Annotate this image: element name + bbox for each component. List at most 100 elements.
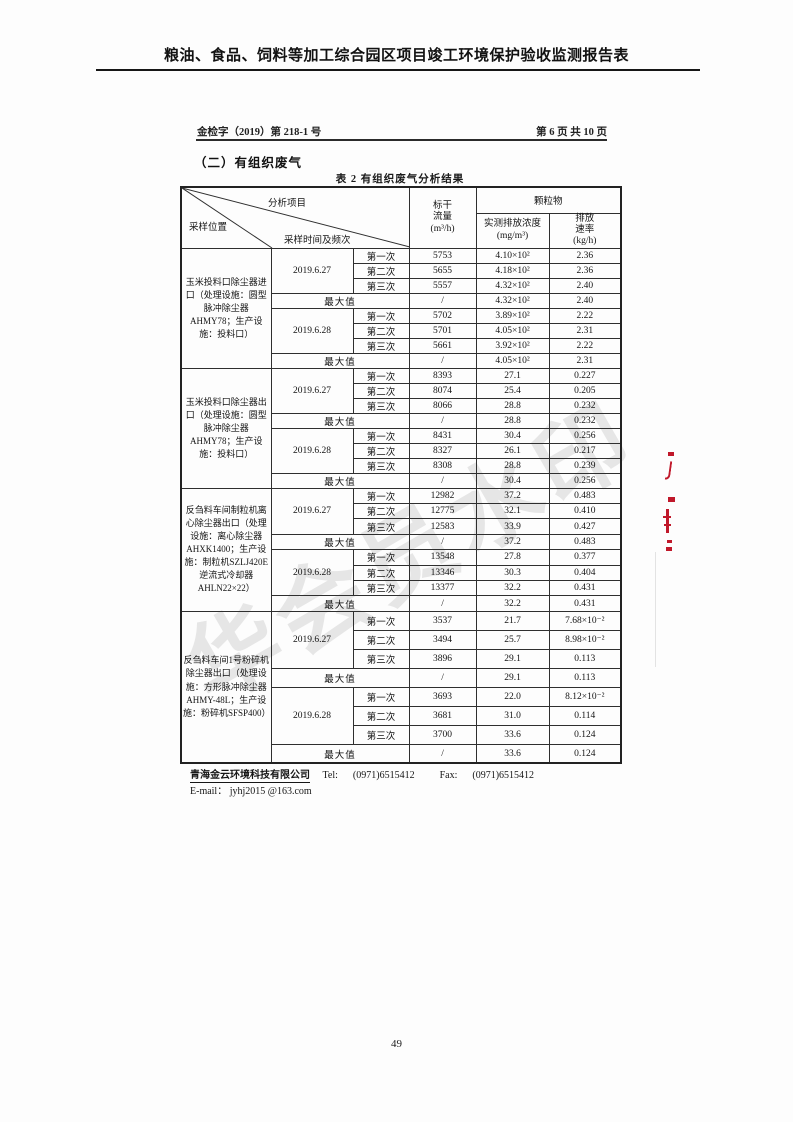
run-seq-cell: 第三次 bbox=[352, 648, 410, 669]
header-row-2: 实测排放浓度 (mg/m³) 排放 速率 (kg/h) bbox=[181, 212, 622, 249]
flow-value-cell: 3896 bbox=[408, 648, 477, 669]
sampling-date-cell: 2019.6.28 bbox=[270, 427, 354, 474]
rate-value-cell: 0.217 bbox=[548, 442, 622, 459]
run-seq-cell: 第二次 bbox=[352, 629, 410, 650]
rate-value-cell: 2.31 bbox=[548, 322, 622, 339]
run-seq-cell: 第一次 bbox=[352, 367, 410, 384]
rate-value-cell: 2.31 bbox=[548, 352, 622, 369]
email-label: E-mail： bbox=[190, 786, 228, 797]
results-table: 分析项目 采样位置 采样时间及频次 标干 流量 (m³/h) 颗粒物 实测排放浓… bbox=[180, 186, 623, 765]
max-row: 最大值/32.2 0.431 bbox=[181, 595, 622, 612]
max-row: 最大值/28.8 0.232 bbox=[181, 412, 622, 429]
run-seq-cell: 第三次 bbox=[352, 724, 410, 745]
rate-value-cell: 0.113 bbox=[548, 667, 622, 688]
concentration-value-cell: 29.1 bbox=[475, 667, 550, 688]
sampling-date-cell: 2019.6.28 bbox=[270, 307, 354, 354]
rate-column-header: 排放 速率 (kg/h) bbox=[548, 212, 622, 249]
flow-value-cell: 5661 bbox=[408, 337, 477, 354]
concentration-column-header: 实测排放浓度 (mg/m³) bbox=[475, 212, 550, 249]
lab-email-line: E-mail： jyhj2015 @163.com bbox=[190, 782, 312, 797]
flow-column-header: 标干 流量 (m³/h) bbox=[408, 186, 477, 249]
fax-value: (0971)6515412 bbox=[472, 770, 535, 781]
rate-value-cell: 0.483 bbox=[548, 487, 622, 505]
scan-artifact-line bbox=[655, 552, 656, 667]
red-seal-fragment bbox=[666, 509, 669, 533]
concentration-value-cell: 4.05×10² bbox=[475, 352, 550, 369]
sampling-location-cell: 反刍料车间1号粉碎机除尘器出口（处理设施：方形脉冲除尘器AHMY-48L；生产设… bbox=[180, 610, 272, 764]
rate-value-cell: 0.427 bbox=[548, 518, 622, 535]
flow-value-cell: / bbox=[408, 352, 477, 369]
run-seq-cell: 第二次 bbox=[352, 564, 410, 582]
table-row: 2019.6.28 第一次 5702 3.89×10² 2.22 bbox=[181, 307, 622, 354]
rate-value-cell: 0.124 bbox=[548, 724, 622, 745]
sampling-date-cell: 2019.6.27 bbox=[270, 247, 354, 294]
flow-value-cell: / bbox=[408, 743, 477, 764]
flow-value-cell: / bbox=[408, 412, 477, 429]
red-seal-fragment bbox=[668, 452, 674, 456]
concentration-value-cell: 25.4 bbox=[475, 382, 550, 399]
run-seq-cell: 第三次 bbox=[352, 518, 410, 535]
concentration-value-cell: 33.6 bbox=[475, 743, 550, 764]
max-label-cell: 最大值 bbox=[270, 743, 410, 764]
max-label-cell: 最大值 bbox=[270, 292, 410, 309]
concentration-value-cell: 31.0 bbox=[475, 705, 550, 726]
max-row: 最大值/33.6 0.124 bbox=[181, 743, 622, 764]
rate-value-cell: 2.22 bbox=[548, 307, 622, 324]
diagonal-lines-icon bbox=[182, 188, 410, 249]
flow-value-cell: 12583 bbox=[408, 518, 477, 535]
sampling-date-cell: 2019.6.27 bbox=[270, 610, 354, 669]
fax-label: Fax: bbox=[439, 770, 458, 781]
concentration-value-cell: 25.7 bbox=[475, 629, 550, 650]
flow-value-cell: 3681 bbox=[408, 705, 477, 726]
doc-number: 金检字（2019）第 218-1 号 bbox=[197, 127, 322, 138]
table-row: 反刍料车间制粒机离心除尘器出口（处理设施：离心除尘器AHXK1400；生产设施：… bbox=[180, 487, 622, 612]
rate-header-line1: 排放 bbox=[575, 213, 595, 224]
results-table-body: 玉米投料口除尘器进口（处理设施：圆型脉冲除尘器AHMY78；生产设施：投料口） 2… bbox=[180, 247, 622, 764]
flow-value-cell: 13377 bbox=[408, 580, 477, 597]
rate-value-cell: 8.98×10⁻² bbox=[548, 629, 622, 650]
concentration-value-cell: 28.8 bbox=[475, 412, 550, 429]
red-seal-fragment bbox=[667, 540, 672, 543]
flow-value-cell: 5655 bbox=[408, 262, 477, 279]
flow-value-cell: 5557 bbox=[408, 277, 477, 294]
flow-value-cell: / bbox=[408, 595, 477, 612]
concentration-value-cell: 37.2 bbox=[475, 533, 550, 551]
table-row: 2019.6.28 第一次 8431 30.4 0.256 bbox=[181, 427, 622, 474]
run-seq-cell: 第二次 bbox=[352, 442, 410, 459]
max-row: 最大值/37.2 0.483 bbox=[181, 533, 622, 551]
table-row: 第二次 12775 32.1 0.410 bbox=[181, 503, 622, 520]
concentration-value-cell: 21.7 bbox=[475, 610, 550, 631]
concentration-value-cell: 37.2 bbox=[475, 487, 550, 505]
email-value: jyhj2015 @163.com bbox=[229, 786, 312, 797]
concentration-value-cell: 4.05×10² bbox=[475, 322, 550, 339]
concentration-value-cell: 27.1 bbox=[475, 367, 550, 384]
rate-value-cell: 2.36 bbox=[548, 262, 622, 279]
flow-value-cell: 8393 bbox=[408, 367, 477, 384]
sampling-date-cell: 2019.6.27 bbox=[270, 367, 354, 414]
concentration-value-cell: 4.18×10² bbox=[475, 262, 550, 279]
rate-value-cell: 0.483 bbox=[548, 533, 622, 551]
rate-header-line2: 速率 bbox=[575, 224, 595, 235]
lab-contact-line: 青海金云环境科技有限公司 Tel: (0971)6515412 Fax: (09… bbox=[190, 766, 535, 783]
table-row: 第二次 3494 25.7 8.98×10⁻² bbox=[181, 629, 622, 650]
concentration-value-cell: 27.8 bbox=[475, 549, 550, 566]
run-seq-cell: 第一次 bbox=[352, 247, 410, 264]
run-seq-cell: 第二次 bbox=[352, 503, 410, 520]
sampling-location-cell: 玉米投料口除尘器出口（处理设施：圆型脉冲除尘器AHMY78；生产设施：投料口） bbox=[180, 367, 272, 489]
max-label-cell: 最大值 bbox=[270, 352, 410, 369]
page-indicator: 第 6 页 共 10 页 bbox=[536, 127, 607, 138]
table-row: 第二次 5701 4.05×10² 2.31 bbox=[181, 322, 622, 339]
sampling-location-cell: 玉米投料口除尘器进口（处理设施：圆型脉冲除尘器AHMY78；生产设施：投料口） bbox=[180, 247, 272, 369]
flow-value-cell: 5701 bbox=[408, 322, 477, 339]
rate-value-cell: 0.205 bbox=[548, 382, 622, 399]
max-label-cell: 最大值 bbox=[270, 472, 410, 489]
flow-value-cell: 3494 bbox=[408, 629, 477, 650]
rate-value-cell: 8.12×10⁻² bbox=[548, 686, 622, 707]
table-row: 第三次 12583 33.9 0.427 bbox=[181, 518, 622, 535]
rate-value-cell: 2.40 bbox=[548, 292, 622, 309]
flow-value-cell: 3700 bbox=[408, 724, 477, 745]
concentration-value-cell: 3.89×10² bbox=[475, 307, 550, 324]
section-title: （二）有组织废气 bbox=[194, 156, 303, 170]
table-row: 第二次 8074 25.4 0.205 bbox=[181, 382, 622, 399]
sampling-date-cell: 2019.6.28 bbox=[270, 686, 354, 745]
